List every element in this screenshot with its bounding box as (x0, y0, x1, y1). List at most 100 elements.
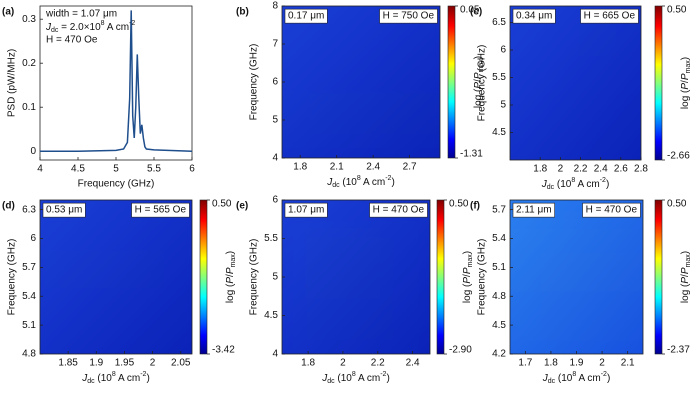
x-tick-label: 2.2 (574, 164, 588, 175)
text-part: max (685, 254, 692, 268)
text-part: log ( (462, 283, 473, 303)
colorbar-label: log (P/Pmax) (680, 251, 693, 303)
colorbar-tick-label: -2.90 (449, 345, 472, 356)
text-part: P (680, 83, 691, 90)
text-part: P (462, 277, 473, 284)
x-tick-label: 1.8 (533, 164, 547, 175)
text-part: dc (332, 182, 340, 189)
heatmap-feature (334, 246, 349, 258)
y-axis-label: Frequency (GHz) (477, 45, 488, 122)
x-tick-label: 1.85 (58, 358, 78, 369)
field-label: H = 470 Oe (373, 205, 425, 216)
heatmap-feature (55, 254, 154, 285)
y-tick-label: 5.5 (264, 233, 278, 244)
x-tick-label: 2 (558, 164, 564, 175)
y-tick-label: 6.5 (492, 17, 506, 28)
heatmap-feature (523, 239, 643, 331)
x-tick-label: 2.1 (621, 358, 635, 369)
field-label: H = 470 Oe (586, 205, 638, 216)
colorbar-label: log (P/Pmax) (680, 57, 693, 109)
x-tick-label: 2.4 (594, 164, 608, 175)
y-axis-label: Frequency (GHz) (249, 44, 260, 121)
text-part: P (473, 82, 484, 89)
axes-frame (39, 199, 193, 355)
text-part: J (542, 373, 549, 384)
annotation: Jdc = 2.0×108 A cm-2 (45, 20, 135, 34)
text-part: ) (680, 251, 691, 254)
x-tick-label: 2.8 (634, 164, 648, 175)
x-tick-label: 4.5 (71, 164, 85, 175)
x-tick-label: 2.4 (366, 162, 380, 173)
text-part: log ( (680, 283, 691, 303)
text-part: = 2.0×10 (58, 22, 101, 33)
text-part: 8 (101, 20, 105, 27)
y-tick-label: 5.1 (22, 320, 36, 331)
text-part: dc (547, 184, 555, 191)
text-part: 8 (112, 371, 116, 378)
text-part: -2 (601, 371, 607, 378)
y-tick-label: 6 (30, 233, 36, 244)
x-tick-label: 2.1 (330, 162, 344, 173)
y-tick-label: 5 (500, 100, 506, 111)
x-tick-label: 1.95 (115, 358, 135, 369)
heatmap-feature (523, 218, 643, 284)
text-part: dc (327, 378, 335, 385)
text-part: ) (391, 177, 394, 188)
label-box (512, 202, 555, 218)
y-tick-label: 5 (272, 272, 278, 283)
width-label: 0.53 μm (46, 205, 82, 216)
y-tick-label: 5.4 (22, 291, 36, 302)
text-part: J (45, 22, 52, 33)
x-tick-label: 2.05 (171, 358, 191, 369)
text-part: / (462, 274, 473, 277)
x-axis-label: Jdc (108 A cm-2) (326, 175, 395, 189)
label-box (379, 8, 438, 24)
x-tick-label: 1.9 (570, 358, 584, 369)
x-tick-label: 2.4 (406, 358, 420, 369)
text-part: P (473, 72, 484, 79)
colorbar-tick-label: 0.50 (212, 199, 232, 210)
y-tick-label: 4.8 (492, 291, 506, 302)
text-part: A cm (361, 177, 385, 188)
text-part: J (326, 177, 333, 188)
width-label: 0.17 μm (288, 11, 324, 22)
y-tick-label: 4.8 (22, 349, 36, 360)
text-part: dc (87, 378, 95, 385)
text-part: / (225, 274, 236, 277)
text-part: A cm (116, 373, 140, 384)
y-tick-label: 4.2 (492, 349, 506, 360)
heatmap-features (40, 251, 169, 316)
x-axis-label: Jdc (108 A cm-2) (542, 371, 611, 385)
width-label: 2.11 μm (516, 205, 552, 216)
text-part: ) (680, 57, 691, 60)
x-tick-label: 1.7 (518, 358, 532, 369)
width-label: 0.34 μm (516, 11, 552, 22)
y-tick-label: 5.7 (22, 262, 36, 273)
panel-label: (f) (470, 201, 480, 212)
y-tick-label: 5.1 (492, 262, 506, 273)
text-part: max (478, 59, 485, 73)
x-axis-label: Frequency (GHz) (78, 179, 155, 190)
colorbar-label: log (P/Pmax) (462, 251, 475, 303)
label-box (284, 202, 328, 218)
text-part: log ( (473, 88, 484, 108)
x-tick-label: 2 (340, 358, 346, 369)
text-part: max (230, 254, 237, 268)
y-tick-label: 6.3 (22, 204, 36, 215)
heatmap-feature (589, 23, 597, 29)
x-tick-label: 6 (189, 164, 195, 175)
text-part: ) (607, 373, 610, 384)
text-part: (10 (95, 373, 113, 384)
heatmap-feature (116, 263, 134, 266)
text-part: 8 (571, 177, 575, 184)
x-tick-label: 2.7 (403, 162, 417, 173)
colorbar-label: log (P/Pmax) (473, 56, 486, 108)
colorbar-tick-label: 0.50 (449, 199, 469, 210)
colorbar-tick-label: -3.42 (212, 345, 235, 356)
text-part: A cm (576, 373, 600, 384)
text-part: A cm (575, 179, 599, 190)
text-part: (10 (335, 373, 353, 384)
y-tick-label: 4 (272, 153, 278, 164)
label-box (42, 202, 86, 218)
text-part: max (467, 254, 474, 268)
